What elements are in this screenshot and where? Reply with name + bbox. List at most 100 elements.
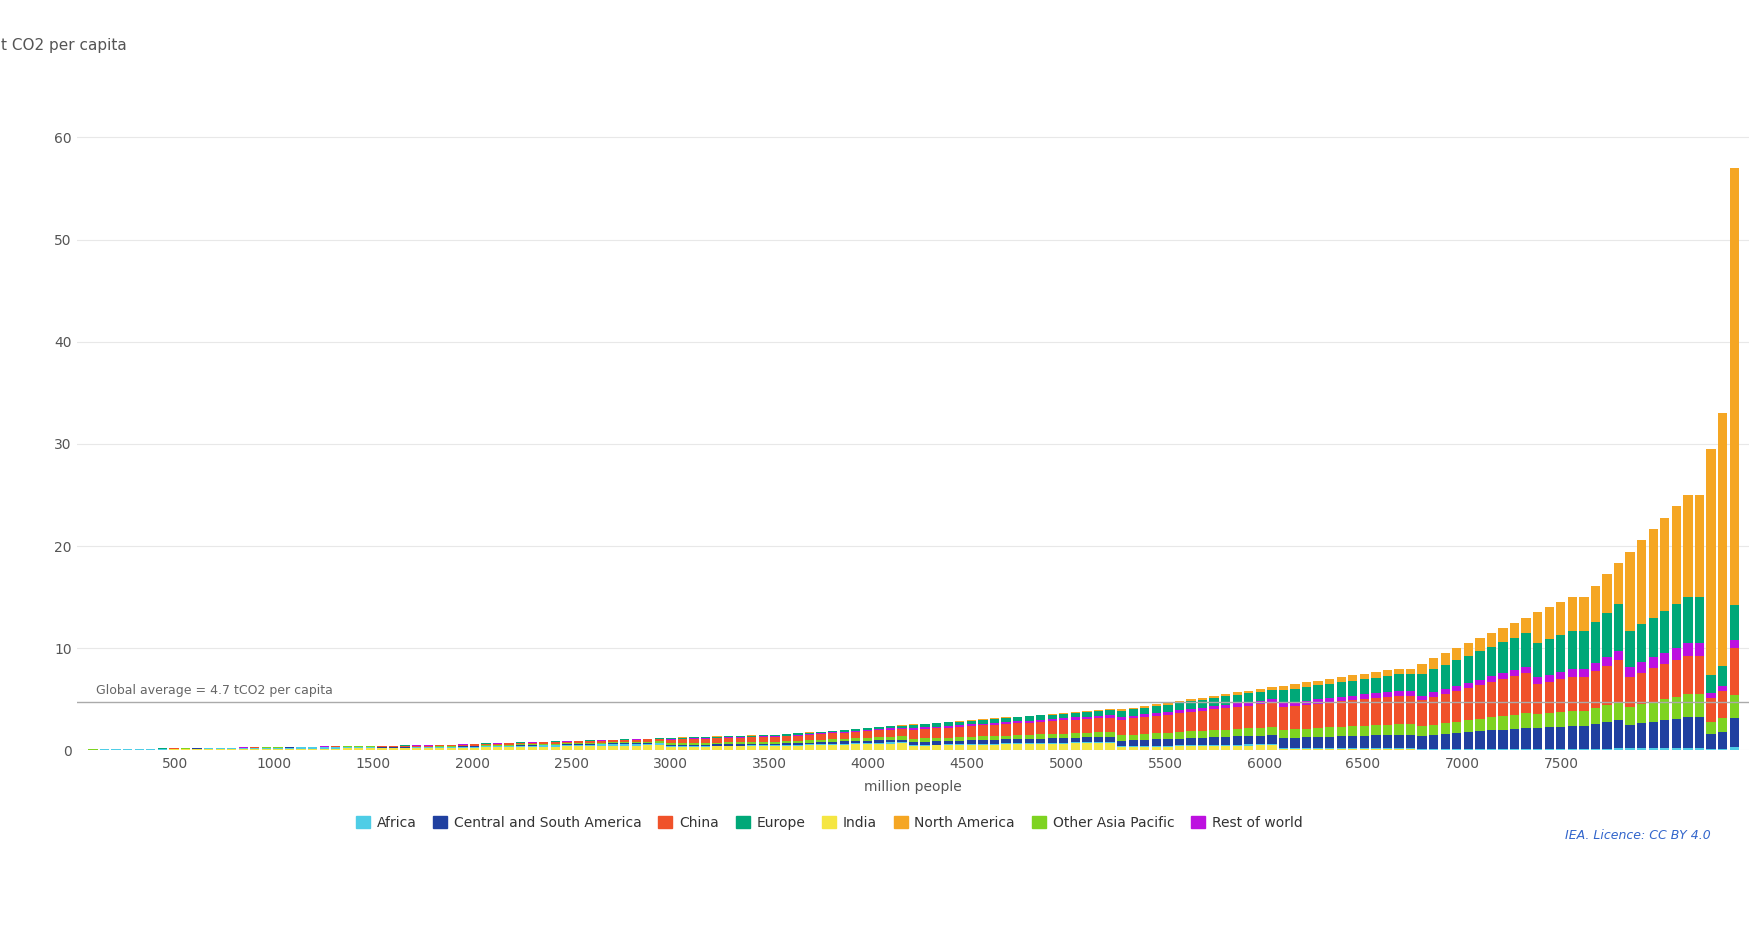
Bar (1406, 724, 1415, 734)
Bar (1441, 665, 1450, 689)
Bar (1198, 731, 1207, 737)
Bar (1383, 735, 1392, 748)
Bar (759, 742, 767, 744)
Bar (284, 747, 295, 748)
Bar (1475, 719, 1485, 732)
Bar (1094, 743, 1102, 750)
Bar (1418, 726, 1427, 735)
Bar (1221, 709, 1230, 730)
Bar (759, 744, 767, 746)
Bar (931, 746, 942, 750)
Bar (1348, 736, 1358, 748)
Bar (1683, 717, 1693, 747)
Bar (1406, 734, 1415, 748)
Bar (550, 746, 559, 750)
Bar (619, 740, 630, 742)
Bar (1533, 714, 1542, 728)
Bar (898, 728, 907, 729)
Bar (1718, 748, 1727, 750)
Bar (1152, 746, 1161, 750)
Bar (1302, 700, 1311, 705)
Bar (898, 742, 907, 744)
Bar (723, 736, 734, 737)
Bar (1175, 746, 1184, 750)
Bar (1244, 693, 1254, 702)
Bar (1267, 703, 1277, 727)
Bar (1614, 563, 1623, 604)
Bar (527, 743, 536, 745)
Bar (1475, 732, 1485, 749)
Bar (1094, 719, 1102, 733)
Bar (1418, 700, 1427, 726)
Bar (563, 746, 572, 750)
Bar (1325, 749, 1334, 750)
Bar (1267, 746, 1277, 750)
Bar (1695, 598, 1704, 643)
Bar (748, 735, 757, 736)
Bar (1256, 701, 1265, 704)
Bar (967, 740, 975, 744)
Bar (677, 743, 688, 745)
Bar (1545, 674, 1554, 682)
Bar (908, 739, 919, 742)
X-axis label: million people: million people (864, 780, 961, 794)
Bar (1048, 715, 1057, 719)
Bar (654, 739, 663, 741)
Bar (1602, 613, 1612, 657)
Bar (228, 749, 236, 750)
Bar (1545, 682, 1554, 713)
Bar (1267, 699, 1277, 703)
Bar (1487, 731, 1496, 749)
Bar (827, 734, 838, 739)
Bar (1058, 714, 1069, 718)
Bar (1175, 713, 1184, 732)
Bar (931, 738, 942, 741)
Bar (1545, 639, 1554, 674)
Bar (1348, 681, 1358, 696)
Bar (1162, 705, 1173, 711)
Bar (840, 745, 848, 750)
Bar (1106, 732, 1115, 737)
Bar (1579, 631, 1589, 669)
Bar (1591, 663, 1600, 672)
Bar (573, 743, 584, 744)
Bar (1279, 707, 1288, 730)
Bar (667, 740, 676, 744)
Bar (1602, 748, 1612, 750)
Bar (1487, 633, 1496, 647)
Bar (1106, 710, 1115, 715)
Bar (1695, 656, 1704, 694)
Bar (1083, 717, 1092, 719)
Bar (1256, 735, 1265, 745)
Bar (1429, 670, 1438, 693)
Bar (1035, 722, 1046, 734)
Bar (609, 746, 617, 750)
Bar (736, 742, 744, 744)
Bar (469, 747, 480, 750)
Bar (1175, 732, 1184, 738)
Bar (1071, 713, 1080, 718)
Bar (1718, 732, 1727, 748)
Bar (1510, 729, 1519, 749)
Bar (1545, 713, 1554, 727)
Bar (898, 725, 907, 728)
Bar (1672, 748, 1681, 750)
Bar (723, 746, 734, 750)
Bar (1348, 726, 1358, 736)
Bar (609, 745, 617, 746)
Bar (517, 746, 526, 747)
Bar (436, 748, 445, 750)
Bar (804, 743, 815, 745)
Bar (1117, 735, 1125, 741)
Bar (667, 744, 676, 745)
Bar (781, 736, 790, 741)
Bar (908, 728, 919, 730)
Bar (1706, 449, 1716, 675)
Bar (1302, 687, 1311, 700)
Bar (1210, 698, 1219, 706)
Bar (1729, 648, 1739, 695)
Bar (1568, 669, 1577, 677)
Bar (1058, 718, 1069, 721)
Bar (1083, 744, 1092, 750)
Bar (1510, 749, 1519, 750)
